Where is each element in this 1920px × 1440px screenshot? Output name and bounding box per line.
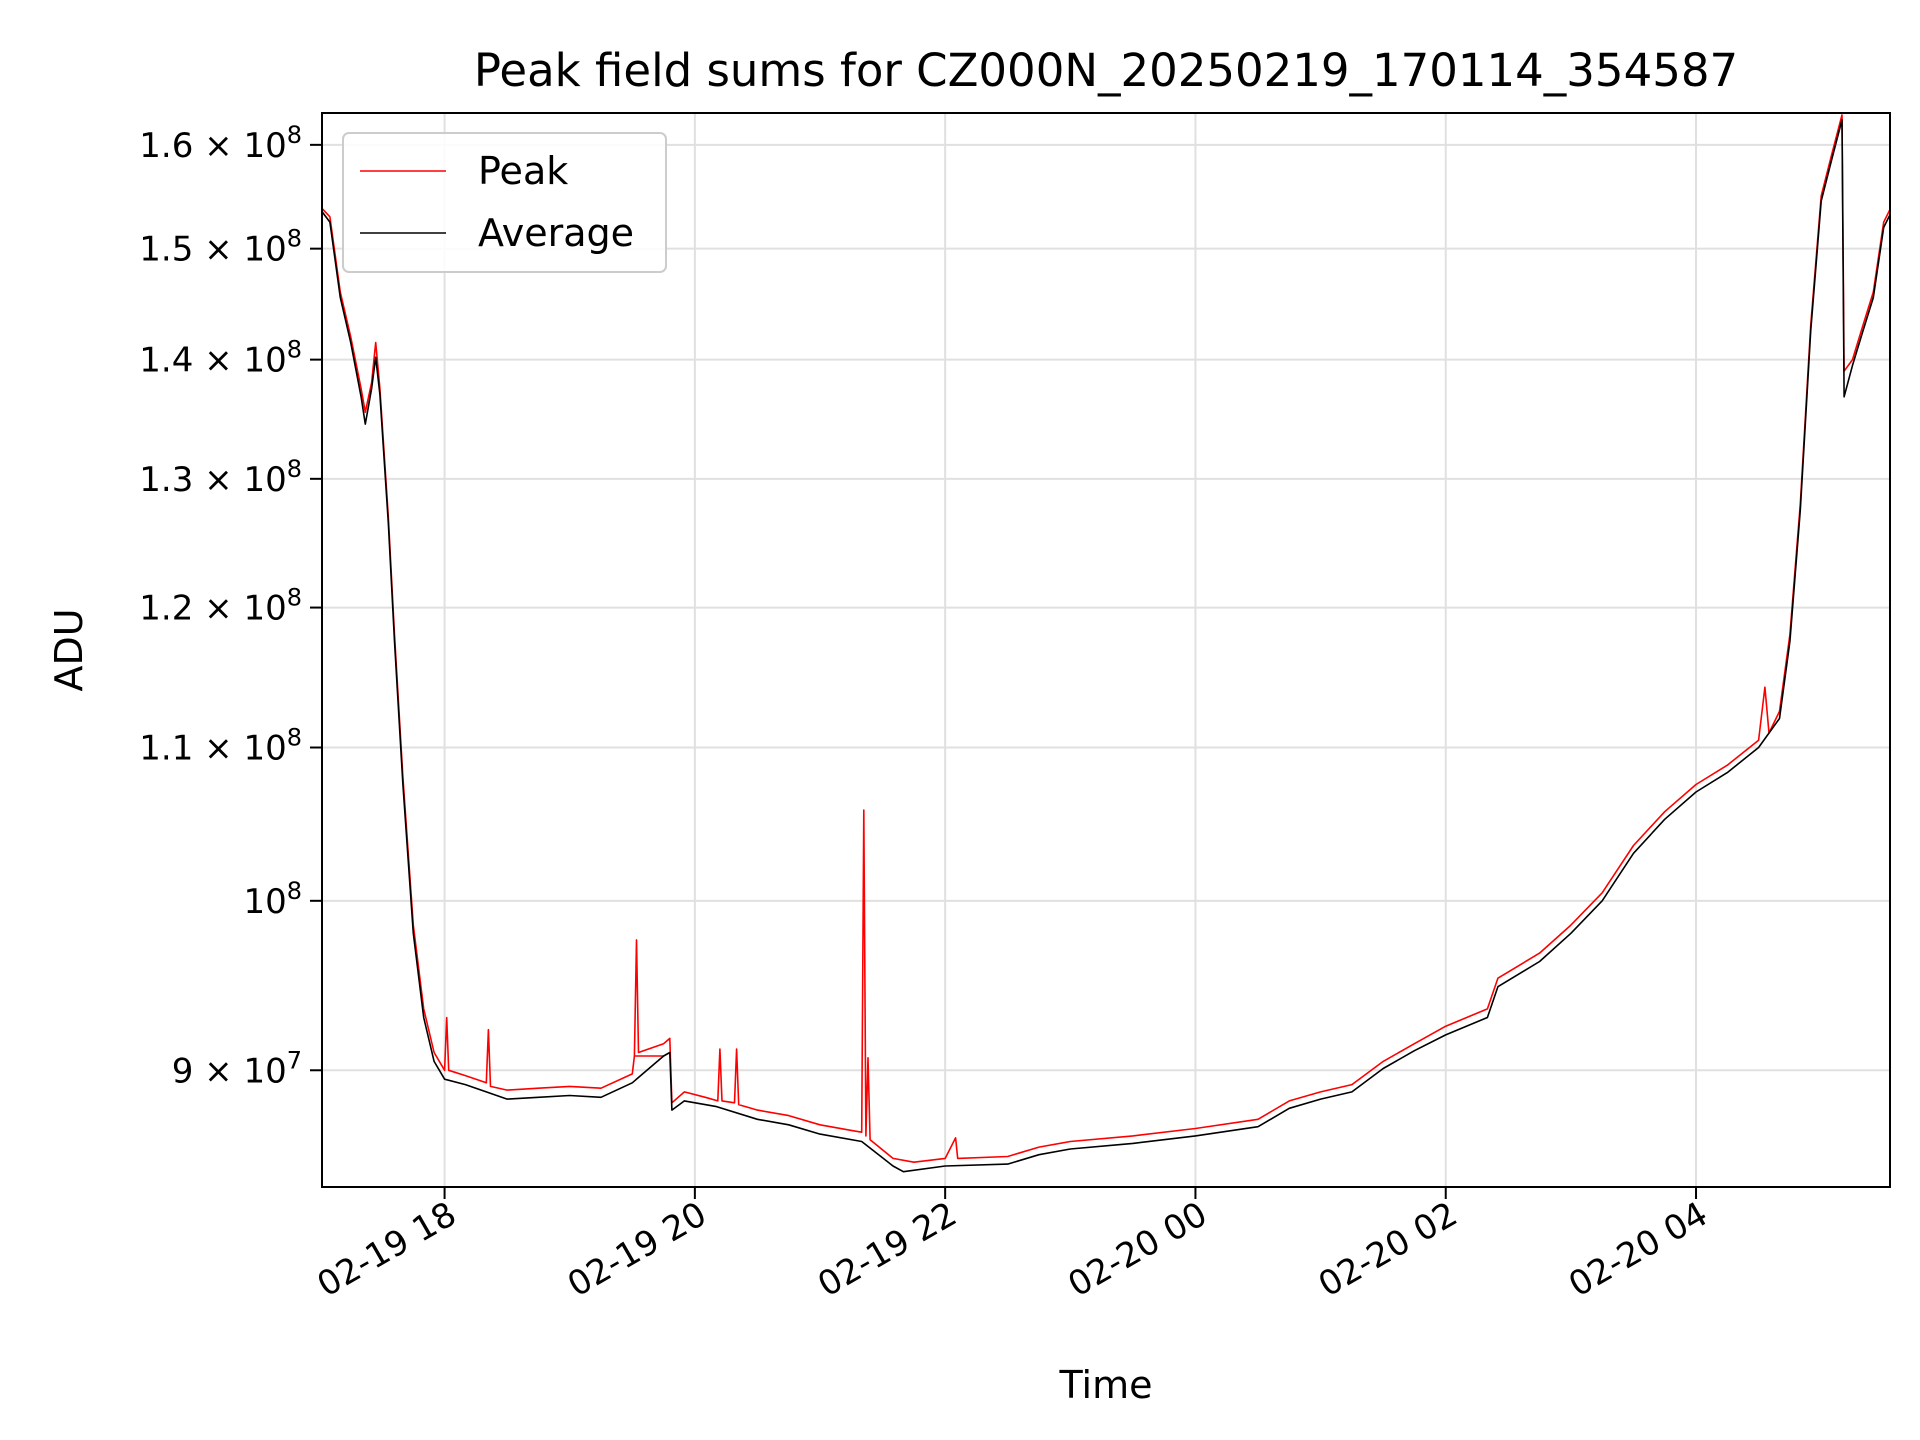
series-line-average	[321, 119, 1891, 1173]
y-axis-label: ADU	[47, 608, 91, 691]
y-tick-label: 1.6 × 108	[139, 121, 302, 166]
y-tick-label: 9 × 107	[172, 1046, 302, 1091]
legend-label-peak: Peak	[478, 149, 568, 193]
x-axis-label: Time	[1059, 1363, 1153, 1407]
y-tick-label: 1.3 × 108	[139, 455, 302, 500]
x-tick-label: 02-20 00	[1062, 1194, 1214, 1305]
x-tick-label: 02-20 02	[1312, 1194, 1464, 1305]
grid-layer	[322, 113, 1890, 1187]
y-tick-label: 108	[243, 877, 302, 922]
y-tick-label: 1.2 × 108	[139, 584, 302, 629]
y-tick-label: 1.4 × 108	[139, 336, 302, 381]
legend: Peak Average	[342, 132, 667, 273]
legend-label-average: Average	[478, 211, 634, 255]
series-layer	[321, 114, 1891, 1173]
series-line-peak	[321, 114, 1891, 1163]
ticks-layer: 02-19 18 02-19 20 02-19 22 02-20 00 02-20 02…	[139, 121, 1714, 1305]
x-tick-label: 02-19 20	[561, 1194, 713, 1305]
plot-frame	[321, 112, 1891, 1188]
x-tick-label: 02-20 04	[1562, 1194, 1714, 1305]
legend-box	[342, 132, 667, 273]
y-tick-label: 1.5 × 108	[139, 225, 302, 270]
x-tick-label: 02-19 22	[811, 1194, 963, 1305]
y-tick-label: 1.1 × 108	[139, 724, 302, 769]
chart-title: Peak field sums for CZ000N_20250219_1701…	[474, 44, 1738, 97]
x-tick-label: 02-19 18	[311, 1194, 463, 1305]
